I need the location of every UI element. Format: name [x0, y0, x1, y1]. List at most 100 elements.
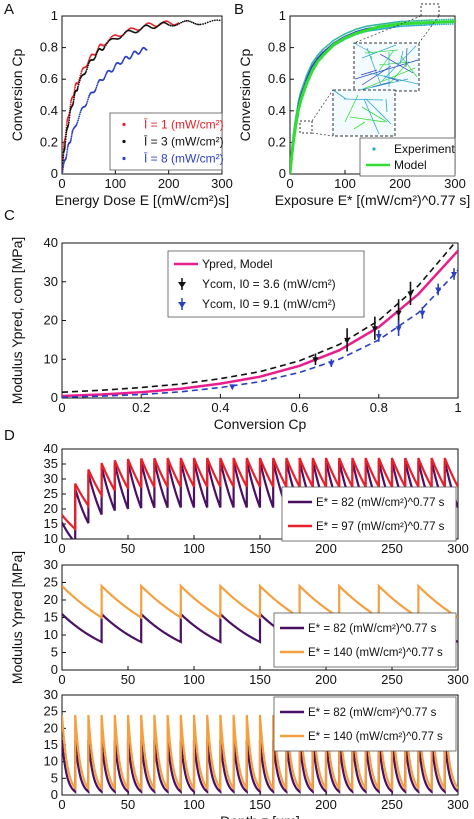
legend-entry: Experiment	[394, 142, 455, 156]
data-point	[145, 48, 148, 51]
x-tick-label: 0	[58, 400, 65, 415]
data-point	[104, 75, 107, 78]
data-point	[104, 73, 107, 76]
x-axis-label: Exposure E* [(mW/cm²)^0.77 s]	[275, 192, 471, 208]
data-point	[68, 114, 71, 117]
data-point	[427, 24, 429, 26]
data-point	[181, 20, 184, 23]
data-point	[85, 103, 88, 106]
data-point	[176, 23, 179, 26]
legend-swatch	[122, 139, 126, 144]
legend-entry: Ī = 1 (mW/cm²)	[144, 118, 224, 132]
data-point	[66, 147, 69, 149]
data-point	[447, 18, 450, 21]
x-tick-label: 0	[286, 176, 293, 191]
y-tick-label: 0.2	[268, 134, 286, 149]
data-point	[430, 19, 433, 21]
data-point	[407, 24, 410, 27]
data-point	[64, 138, 67, 141]
y-tick-label: 15	[44, 516, 58, 531]
data-point	[451, 23, 454, 25]
data-point	[78, 81, 81, 84]
x-tick-label: 100	[334, 176, 356, 191]
y-axis-label: Modulus Ypred [MPa]	[9, 551, 25, 684]
data-point	[428, 23, 431, 26]
x-tick-label: 300	[447, 541, 469, 556]
x-tick-label: 150	[249, 541, 271, 556]
data-point	[72, 101, 75, 104]
x-tick-label: 100	[183, 797, 205, 812]
x-tick-label: 1	[454, 400, 461, 415]
y-tick-label: 40	[44, 441, 58, 456]
legend-box	[167, 250, 365, 318]
y-tick-label: 10	[44, 627, 58, 642]
y-tick-label: 0.8	[40, 40, 58, 55]
x-tick-label: 0.2	[132, 400, 150, 415]
data-point	[103, 45, 106, 48]
data-point	[96, 83, 99, 85]
zoom-connector	[311, 132, 334, 137]
data-point	[87, 62, 90, 65]
data-point	[77, 83, 80, 86]
data-point	[66, 151, 68, 153]
y-axis-label: Conversion Cp	[9, 48, 25, 141]
data-point	[422, 19, 424, 22]
data-point	[78, 115, 81, 118]
data-point	[87, 96, 90, 99]
data-point	[65, 153, 68, 155]
data-point	[415, 19, 418, 22]
x-axis-label: Depth z [µm]	[220, 813, 300, 819]
y-tick-label: 0.2	[40, 134, 58, 149]
legend-entry: E* = 82 (mW/cm²)^0.77 s	[316, 497, 445, 509]
y-tick-label: 20	[44, 720, 58, 735]
data-point	[185, 19, 188, 22]
network-strand	[370, 55, 373, 60]
data-point	[85, 102, 88, 104]
data-point	[447, 23, 450, 26]
x-tick-label: 0	[58, 797, 65, 812]
data-point	[67, 145, 69, 148]
data-point	[86, 66, 89, 69]
data-point	[88, 94, 91, 97]
legend	[273, 612, 457, 668]
x-tick-label: 100	[104, 176, 126, 191]
data-point	[407, 291, 414, 298]
plot-frame	[61, 15, 223, 175]
data-point	[422, 24, 424, 27]
data-point	[190, 21, 193, 24]
modulus-profile-line	[62, 714, 458, 792]
y-tick-label: 0.4	[268, 103, 286, 118]
legend	[167, 250, 365, 318]
data-point	[404, 25, 406, 27]
data-point	[104, 44, 107, 46]
measurement-series	[229, 268, 458, 391]
network-strand	[359, 78, 409, 91]
data-point	[189, 20, 191, 23]
data-point	[64, 140, 67, 143]
data-point	[120, 36, 123, 38]
data-point	[80, 109, 82, 112]
x-tick-label: 0.6	[291, 400, 309, 415]
legend-entry: Ycom, I0 = 9.1 (mW/cm²)	[202, 297, 336, 311]
data-point	[171, 24, 174, 27]
data-point	[62, 166, 65, 169]
data-point	[70, 137, 73, 140]
data-point	[413, 24, 416, 27]
data-point	[78, 79, 81, 82]
data-point	[86, 100, 89, 103]
data-point	[445, 18, 448, 21]
legend-entry: Ycom, I0 = 3.6 (mW/cm²)	[202, 277, 336, 291]
zoom-marker-high	[420, 3, 440, 17]
data-point	[77, 117, 80, 120]
data-point	[438, 18, 441, 21]
panel-letter-c: C	[4, 207, 15, 224]
data-point	[419, 310, 426, 317]
model-curve	[62, 249, 458, 398]
data-point	[423, 24, 426, 26]
data-point	[113, 67, 116, 70]
x-tick-label: 100	[183, 672, 205, 687]
data-point	[73, 88, 76, 91]
network-strand	[332, 89, 347, 100]
x-tick-label: 0	[58, 672, 65, 687]
modulus-profile-line	[62, 457, 458, 532]
